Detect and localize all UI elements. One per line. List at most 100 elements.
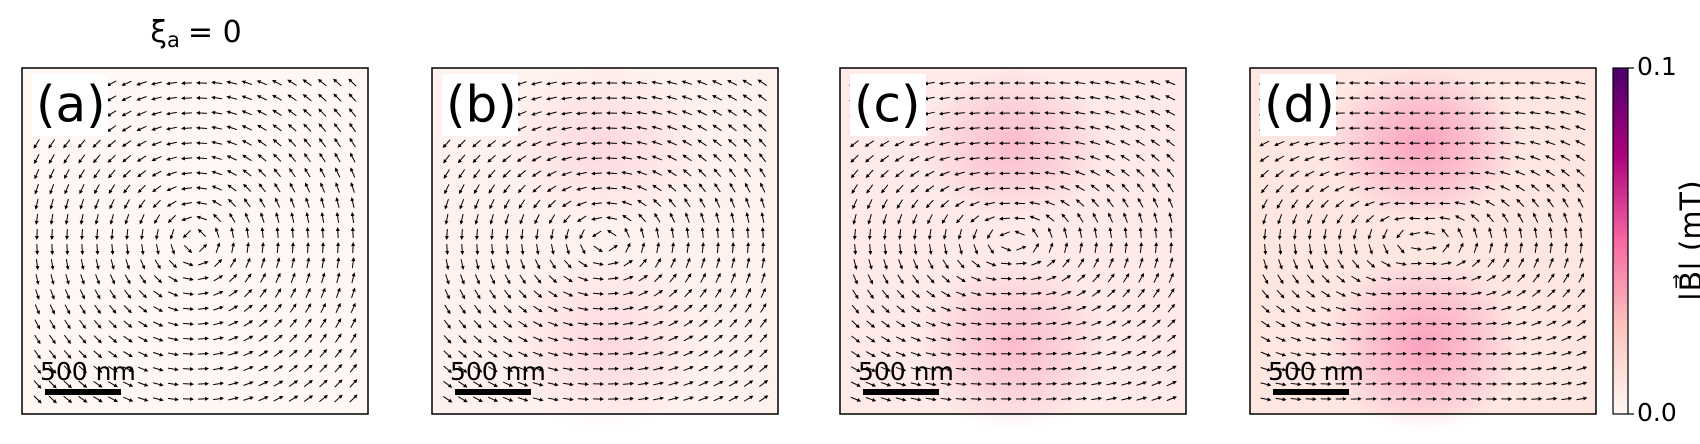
field-arrow xyxy=(334,152,341,163)
field-arrow xyxy=(211,80,223,85)
field-arrow xyxy=(243,304,253,312)
field-arrow xyxy=(637,199,647,207)
field-arrow xyxy=(63,350,72,359)
field-arrow xyxy=(213,275,224,282)
field-arrow xyxy=(272,109,282,116)
field-arrow xyxy=(33,380,42,389)
field-arrow xyxy=(197,336,210,341)
field-arrow xyxy=(459,198,465,210)
field-arrow xyxy=(226,140,237,146)
field-arrow xyxy=(64,304,71,315)
field-arrow xyxy=(1029,156,1041,161)
field-arrow xyxy=(350,167,356,178)
field-arrow xyxy=(287,79,297,86)
field-arrow xyxy=(320,318,327,328)
panel: (a) 500 nm xyxy=(21,67,369,415)
field-arrow xyxy=(226,125,238,131)
field-arrow xyxy=(760,226,765,239)
field-arrow xyxy=(503,184,511,194)
field-arrow xyxy=(121,110,132,117)
field-arrow xyxy=(48,139,56,149)
field-arrow xyxy=(561,200,572,207)
field-arrow xyxy=(138,320,148,328)
label-box xyxy=(32,74,108,136)
field-arrow xyxy=(350,302,356,314)
field-arrow xyxy=(244,212,250,223)
field-arrow xyxy=(166,141,177,146)
field-arrow xyxy=(123,381,134,387)
field-arrow xyxy=(213,351,224,356)
field-arrow xyxy=(151,111,162,116)
field-arrow xyxy=(167,322,179,327)
field-arrow xyxy=(198,276,209,281)
field-arrow xyxy=(153,336,164,342)
field-arrow xyxy=(504,228,509,240)
field-arrow xyxy=(33,365,42,374)
field-arrow xyxy=(1363,171,1375,176)
field-arrow xyxy=(445,274,450,285)
field-arrow xyxy=(65,244,70,256)
field-arrow xyxy=(35,274,40,285)
field-arrow xyxy=(621,170,633,175)
field-arrow xyxy=(121,95,132,101)
field-arrow xyxy=(137,381,149,387)
field-arrow xyxy=(196,110,208,115)
field-arrow xyxy=(78,154,86,164)
field-arrow xyxy=(716,257,721,269)
field-arrow xyxy=(335,182,340,193)
field-arrow xyxy=(685,257,691,268)
field-arrow xyxy=(444,213,449,225)
field-arrow xyxy=(727,109,737,117)
field-arrow xyxy=(579,229,585,240)
field-arrow xyxy=(166,126,177,131)
field-arrow xyxy=(273,349,283,357)
field-arrow xyxy=(167,337,179,342)
field-arrow xyxy=(196,186,208,190)
field-arrow xyxy=(638,213,646,223)
field-arrow xyxy=(109,199,115,210)
field-lobe xyxy=(1326,67,1520,221)
field-arrow xyxy=(257,124,267,131)
field-arrow xyxy=(531,96,542,101)
field-arrow xyxy=(335,318,342,328)
field-arrow xyxy=(259,288,267,298)
field-arrow xyxy=(287,94,297,102)
field-arrow xyxy=(349,152,356,163)
field-arrow xyxy=(212,213,222,222)
field-arrow xyxy=(565,244,570,255)
field-arrow xyxy=(518,199,526,209)
field-arrow xyxy=(621,80,633,85)
field-arrow xyxy=(243,183,252,192)
field-arrow xyxy=(457,154,466,164)
field-arrow xyxy=(442,139,451,149)
field-arrow xyxy=(228,351,239,356)
field-arrow xyxy=(166,200,177,207)
field-arrow xyxy=(136,110,147,116)
field-arrow xyxy=(106,80,117,87)
field-arrow xyxy=(290,287,296,298)
field-arrow xyxy=(273,395,284,402)
field-arrow xyxy=(501,140,512,147)
field-arrow xyxy=(743,138,752,147)
field-arrow xyxy=(243,396,254,401)
field-arrow xyxy=(306,257,311,269)
field-arrow xyxy=(152,351,164,357)
field-arrow xyxy=(121,140,132,147)
field-arrow xyxy=(95,259,100,270)
field-arrow xyxy=(228,396,239,401)
field-arrow xyxy=(531,155,542,162)
field-arrow xyxy=(107,125,117,133)
field-arrow xyxy=(745,212,750,223)
field-arrow xyxy=(93,154,101,164)
field-arrow xyxy=(591,216,602,221)
field-arrow xyxy=(683,183,692,192)
field-arrow xyxy=(34,198,39,210)
field-arrow xyxy=(593,245,603,253)
field-arrow xyxy=(745,226,750,239)
panel: (b) 500 nm xyxy=(431,67,779,432)
field-arrow xyxy=(258,335,269,342)
field-arrow xyxy=(968,96,980,101)
field-arrow xyxy=(651,125,663,130)
field-arrow xyxy=(260,257,266,268)
field-arrow xyxy=(80,243,85,256)
